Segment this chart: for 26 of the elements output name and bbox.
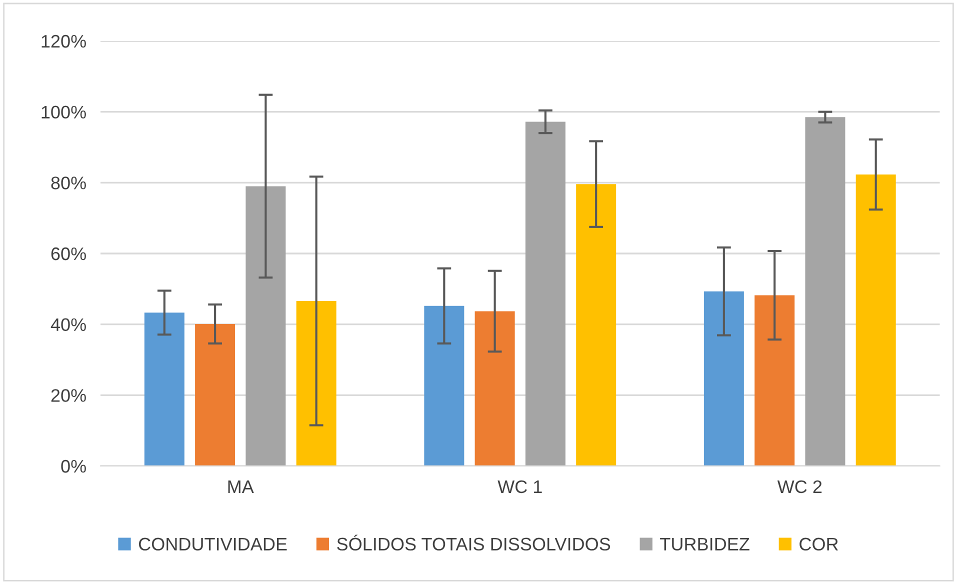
y-tick-label: 0%: [61, 460, 86, 473]
legend-label: COR: [800, 538, 838, 551]
x-tick-label: WC 2: [777, 480, 822, 494]
bar: [144, 312, 184, 466]
bar: [704, 291, 744, 466]
legend-label: TURBIDEZ: [660, 538, 750, 551]
y-tick-label: 20%: [51, 389, 86, 402]
bar: [424, 306, 464, 466]
bar: [754, 295, 795, 466]
x-tick-label: WC 1: [498, 480, 542, 494]
x-tick-label: MA: [228, 480, 254, 493]
y-tick-label: 100%: [42, 106, 86, 119]
bar: [474, 311, 515, 466]
bar: [195, 324, 236, 466]
y-tick-label: 60%: [51, 247, 86, 260]
legend-label: SÓLIDOS TOTAIS DISSOLVIDOS: [337, 534, 610, 551]
bar: [856, 174, 896, 466]
y-tick-label: 80%: [51, 176, 86, 190]
bar: [805, 117, 846, 466]
y-tick-label: 40%: [50, 318, 86, 332]
legend-label: CONDUTIVIDADE: [138, 538, 287, 551]
bar: [525, 122, 566, 466]
y-tick-label: 120%: [42, 34, 86, 48]
bar: [296, 300, 336, 466]
bar: [246, 186, 286, 466]
bar: [576, 184, 616, 466]
